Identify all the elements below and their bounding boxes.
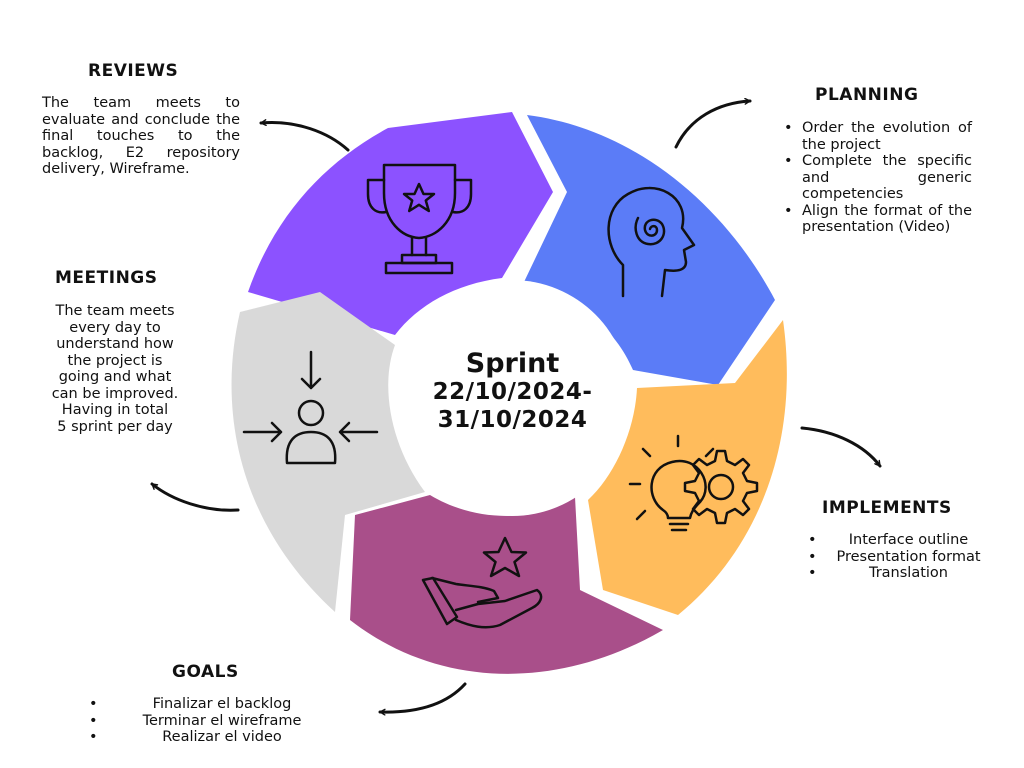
segment-reviews bbox=[248, 112, 553, 335]
segment-implements bbox=[588, 320, 787, 615]
meetings-line: going and what bbox=[58, 369, 172, 385]
center-circle bbox=[394, 280, 630, 516]
list-item: Interface outline bbox=[806, 532, 991, 549]
arrow-planning bbox=[674, 97, 752, 149]
segment-meetings bbox=[231, 292, 425, 612]
segment-planning bbox=[524, 115, 775, 385]
sprint-label: Sprint 22/10/2024- 31/10/2024 bbox=[400, 350, 625, 434]
meetings-line: the project is bbox=[67, 352, 163, 369]
meetings-text: The team meets every day to understand h… bbox=[30, 303, 200, 435]
list-item: Presentation format bbox=[806, 549, 991, 566]
arrow-meetings bbox=[150, 482, 240, 512]
planning-list: Order the evolution of the project Compl… bbox=[782, 120, 972, 236]
goals-heading: GOALS bbox=[172, 662, 239, 682]
list-item: Finalizar el backlog bbox=[87, 696, 337, 713]
meetings-line: understand how bbox=[56, 336, 174, 352]
list-item: Align the format of the presentation (Vi… bbox=[782, 203, 972, 236]
meetings-line: 5 sprint per day bbox=[57, 418, 173, 435]
reviews-heading: REVIEWS bbox=[88, 61, 179, 81]
planning-heading: PLANNING bbox=[815, 85, 919, 105]
lightbulb-gear-icon bbox=[628, 434, 759, 532]
segment-goals bbox=[350, 495, 663, 674]
goals-list: Finalizar el backlog Terminar el wirefra… bbox=[87, 696, 337, 746]
list-item: Realizar el video bbox=[87, 729, 337, 746]
meetings-line: every day to bbox=[69, 319, 161, 336]
sprint-date-start: 22/10/2024- bbox=[432, 379, 593, 405]
meetings-line: The team meets bbox=[55, 303, 175, 319]
list-item: Terminar el wireframe bbox=[87, 713, 337, 730]
sprint-date-end: 31/10/2024 bbox=[437, 407, 588, 433]
meetings-line: can be improved. bbox=[51, 385, 179, 402]
arrow-reviews bbox=[259, 119, 350, 152]
head-spiral-icon bbox=[607, 186, 696, 298]
implements-list: Interface outline Presentation format Tr… bbox=[806, 532, 991, 582]
arrow-goals bbox=[378, 682, 467, 716]
implements-heading: IMPLEMENTS bbox=[822, 498, 952, 518]
arrow-implements bbox=[800, 426, 882, 468]
meetings-heading: MEETINGS bbox=[55, 268, 158, 288]
person-arrows-icon bbox=[242, 350, 379, 465]
meetings-line: Having in total bbox=[61, 402, 169, 418]
list-item: Translation bbox=[806, 565, 991, 582]
list-item: Complete the specific and generic compet… bbox=[782, 153, 972, 203]
list-item: Order the evolution of the project bbox=[782, 120, 972, 153]
hand-star-icon bbox=[421, 536, 543, 629]
reviews-text: The team meets to evaluate and conclude … bbox=[42, 95, 240, 177]
trophy-star-icon bbox=[366, 163, 473, 275]
sprint-title: Sprint bbox=[465, 348, 560, 379]
